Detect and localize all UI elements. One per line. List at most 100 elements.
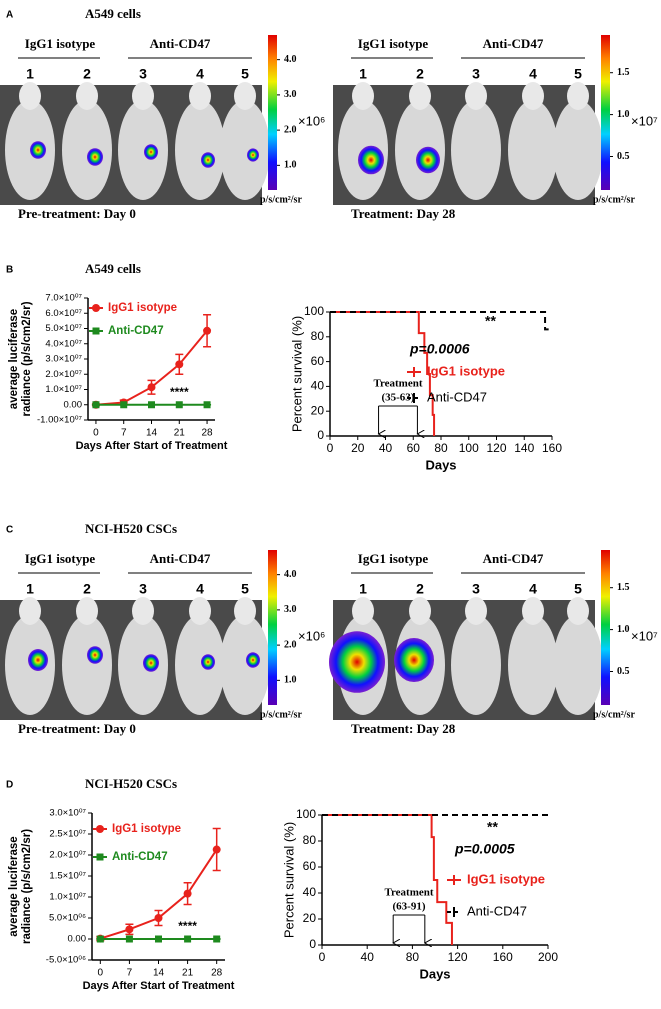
mouse-body — [451, 615, 501, 715]
series-line — [330, 311, 436, 436]
y-tick-label: 80 — [303, 833, 317, 847]
y-axis-label: average luciferase — [8, 309, 20, 409]
mouse-number: 5 — [574, 581, 582, 597]
mouse-number: 3 — [139, 66, 147, 82]
y-axis-label: radiance (p/s/cm2/sr) — [21, 829, 33, 944]
y-tick-label: 20 — [303, 911, 317, 925]
point — [184, 935, 192, 943]
x-tick-label: 80 — [406, 950, 420, 964]
y-tick-label: 100 — [304, 304, 324, 318]
signal — [394, 638, 434, 682]
y-tick-label: 5.0×10⁰⁷ — [45, 323, 82, 334]
point — [213, 935, 221, 943]
colorbar-multiplier: ×10⁷ — [631, 628, 658, 643]
x-tick-label: 0 — [93, 428, 99, 439]
colorbar-label: 1.5 — [617, 582, 630, 593]
y-axis-label: Percent survival (%) — [289, 316, 304, 432]
colorbar-label: 3.0 — [284, 89, 297, 100]
y-tick-label: 20 — [311, 403, 325, 417]
y-tick-label: 0.00 — [68, 934, 87, 945]
mouse-head — [189, 597, 211, 625]
mouse-head — [234, 597, 256, 625]
x-tick-label: 80 — [434, 441, 448, 455]
panel-title: A549 cells — [85, 6, 141, 21]
y-tick-label: 3.0×10⁰⁷ — [49, 808, 86, 819]
mouse-body — [220, 615, 270, 715]
annotation: ** — [487, 819, 498, 835]
mouse-number: 5 — [574, 66, 582, 82]
colorbar-label: 0.5 — [617, 666, 630, 677]
y-tick-label: 40 — [311, 379, 325, 393]
y-tick-label: 6.0×10⁰⁷ — [45, 308, 82, 319]
legend-label: IgG1 isotype — [112, 823, 181, 835]
y-tick-label: 0 — [317, 428, 324, 442]
colorbar-label: 0.5 — [617, 151, 630, 162]
colorbar-label: 1.0 — [284, 160, 297, 171]
y-tick-label: 2.5×10⁰⁷ — [49, 829, 86, 840]
point — [92, 401, 100, 409]
colorbar-label: 1.5 — [617, 67, 630, 78]
x-tick-label: 21 — [182, 968, 194, 979]
mouse-number: 5 — [241, 66, 249, 82]
colorbar-label: 2.0 — [284, 639, 297, 650]
signal — [87, 148, 103, 166]
mouse-head — [234, 82, 256, 110]
signal — [416, 146, 440, 174]
y-tick-label: -1.00×10⁰⁷ — [37, 415, 83, 426]
y-tick-label: 40 — [303, 885, 317, 899]
y-tick-label: -5.0×10⁰⁶ — [46, 955, 86, 966]
legend-label: Anti-CD47 — [467, 903, 527, 918]
caption: Pre-treatment: Day 0 — [18, 206, 136, 221]
mouse-head — [567, 597, 589, 625]
annotation: p=0.0006 — [409, 341, 470, 357]
y-tick-label: 100 — [296, 807, 316, 821]
mouse-number: 4 — [529, 66, 537, 82]
mouse-number: 1 — [26, 66, 34, 82]
y-axis-label: radiance (p/s/cm2/sr) — [21, 301, 33, 416]
colorbar-multiplier: ×10⁶ — [298, 628, 325, 643]
x-axis-label: Days — [419, 966, 450, 981]
y-tick-label: 60 — [311, 354, 325, 368]
legend-label: Anti-CD47 — [108, 325, 164, 337]
signal — [358, 145, 384, 175]
y-tick-label: 0.00 — [64, 399, 83, 410]
legend-label: IgG1 isotype — [427, 363, 505, 378]
mouse-body — [175, 100, 225, 200]
colorbar-label: 1.0 — [617, 624, 630, 635]
mouse-number: 4 — [196, 66, 204, 82]
group-label: Anti-CD47 — [483, 551, 544, 566]
y-tick-label: 1.0×10⁰⁷ — [49, 892, 86, 903]
colorbar — [601, 35, 610, 190]
y-tick-label: 0 — [309, 937, 316, 951]
y-tick-label: 2.0×10⁰⁷ — [45, 369, 82, 380]
x-tick-label: 100 — [459, 441, 479, 455]
mouse-number: 4 — [196, 581, 204, 597]
mouse-head — [352, 597, 374, 625]
mouse-head — [76, 597, 98, 625]
colorbar-multiplier: ×10⁶ — [298, 113, 325, 128]
annotation: **** — [170, 385, 189, 399]
mouse-head — [409, 597, 431, 625]
y-axis-label: average luciferase — [8, 836, 20, 936]
mouse-number: 2 — [83, 66, 91, 82]
mouse-head — [132, 82, 154, 110]
point — [175, 360, 184, 369]
colorbar-unit: p/s/cm²/sr — [593, 709, 635, 720]
series-line — [330, 311, 550, 331]
x-axis-label: Days After Start of Treatment — [83, 980, 235, 992]
point — [155, 935, 162, 943]
x-tick-label: 7 — [121, 428, 127, 439]
colorbar-multiplier: ×10⁷ — [631, 113, 658, 128]
signal — [247, 148, 259, 162]
mouse-body — [508, 100, 558, 200]
x-tick-label: 60 — [407, 441, 421, 455]
signal — [87, 646, 103, 664]
x-tick-label: 14 — [153, 968, 165, 979]
colorbar-label: 4.0 — [284, 54, 297, 65]
caption: Pre-treatment: Day 0 — [18, 721, 136, 736]
colorbar-label: 4.0 — [284, 569, 297, 580]
mouse-body — [175, 615, 225, 715]
point — [125, 935, 133, 943]
point — [120, 401, 128, 409]
signal — [30, 141, 46, 159]
